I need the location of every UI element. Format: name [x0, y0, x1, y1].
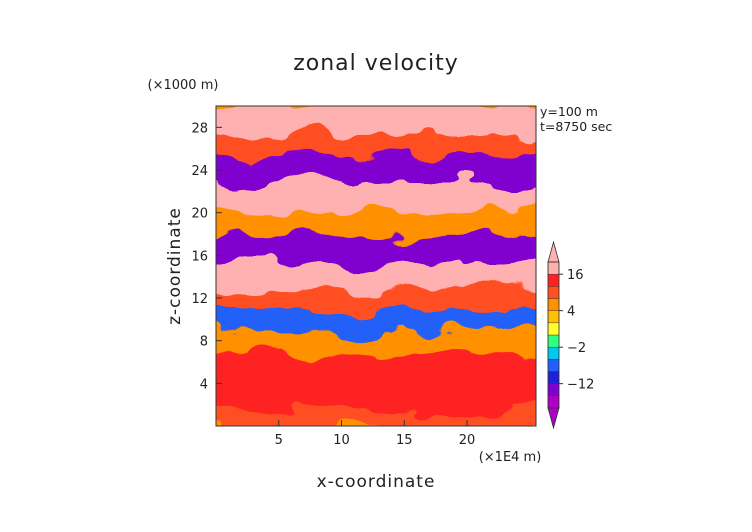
colorbar-tick-label: −2 — [567, 341, 586, 356]
heatmap-band — [216, 106, 536, 136]
colorbar-swatch — [547, 261, 560, 275]
y-tick-label: 4 — [200, 377, 208, 392]
x-axis: 5 10 15 20 — [275, 420, 476, 448]
y-tick-label: 20 — [191, 207, 208, 222]
colorbar-swatch — [547, 371, 560, 384]
chart-title: zonal velocity — [293, 51, 459, 76]
colorbar-tick-label: 4 — [567, 305, 575, 320]
y-tick-label: 28 — [191, 121, 208, 136]
x-tick-label: 20 — [459, 433, 476, 448]
colorbar-swatch — [547, 273, 560, 287]
colorbar-swatch — [547, 310, 560, 324]
x-tick-label: 15 — [396, 433, 413, 448]
y-tick-label: 16 — [191, 249, 208, 264]
colorbar-swatch — [547, 395, 560, 409]
colorbar-min-arrow — [547, 407, 560, 430]
annotation-y: y=100 m — [540, 104, 598, 119]
colorbar-swatch — [547, 346, 560, 360]
heatmap-plot-area — [216, 106, 536, 426]
x-axis-label: x-coordinate — [317, 472, 436, 492]
x-unit-label: (×1E4 m) — [479, 450, 542, 465]
y-unit-label: (×1000 m) — [148, 78, 219, 93]
colorbar-frame — [547, 261, 560, 409]
y-tick-label: 12 — [191, 292, 208, 307]
colorbar-swatch — [547, 383, 560, 397]
x-tick-label: 5 — [275, 433, 283, 448]
x-tick-label: 10 — [333, 433, 350, 448]
colorbar-max-arrow — [547, 240, 560, 263]
colorbar: 16 4 −2 −12 — [547, 240, 594, 430]
y-tick-label: 24 — [191, 164, 208, 179]
y-tick-label: 8 — [200, 335, 208, 350]
plot-frame — [215, 105, 537, 427]
y-axis-label: z-coordinate — [165, 207, 185, 325]
annotation-time: t=8750 sec — [540, 119, 612, 134]
y-axis: 4 8 12 16 20 24 28 — [191, 121, 222, 392]
colorbar-tick-label: −12 — [567, 378, 594, 393]
colorbar-swatch — [547, 286, 560, 299]
colorbar-swatch — [547, 334, 560, 348]
colorbar-tick-label: 16 — [567, 268, 584, 283]
colorbar-swatch — [547, 322, 560, 336]
colorbar-swatch — [547, 298, 560, 311]
colorbar-swatch — [547, 359, 560, 372]
